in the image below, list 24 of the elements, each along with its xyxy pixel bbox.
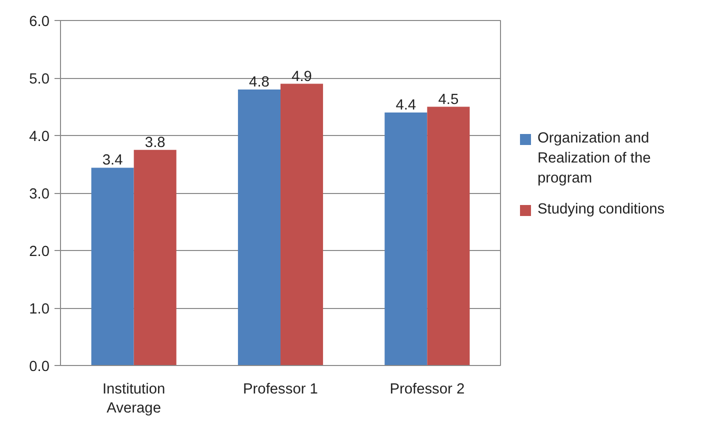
- x-tick-label: Professor 1: [243, 382, 318, 398]
- legend-label: Studying conditions: [538, 202, 665, 218]
- y-tick-label: 0.0: [29, 359, 50, 375]
- y-tick-label: 2.0: [29, 244, 50, 260]
- bar: [280, 84, 324, 366]
- bar: [91, 168, 134, 366]
- data-label: 4.9: [292, 68, 312, 85]
- bar: [238, 90, 280, 366]
- data-label: 4.5: [438, 92, 459, 108]
- bar: [134, 150, 176, 366]
- data-label: 4.4: [396, 98, 416, 114]
- x-tick-label: Professor 2: [390, 382, 465, 398]
- y-tick-label: 5.0: [29, 72, 50, 88]
- y-tick-label: 6.0: [29, 14, 50, 30]
- data-label: 3.8: [144, 134, 166, 151]
- bar: [384, 112, 428, 366]
- data-label: 4.8: [249, 74, 270, 90]
- x-tick-label: Institution Average: [102, 382, 166, 417]
- y-tick-label: 4.0: [29, 129, 50, 145]
- legend-label: Organization and Realization of the program: [538, 130, 651, 186]
- y-tick-label: 1.0: [29, 302, 50, 318]
- data-label: 3.4: [102, 152, 123, 169]
- bar: [427, 106, 470, 366]
- y-tick-label: 3.0: [29, 186, 50, 202]
